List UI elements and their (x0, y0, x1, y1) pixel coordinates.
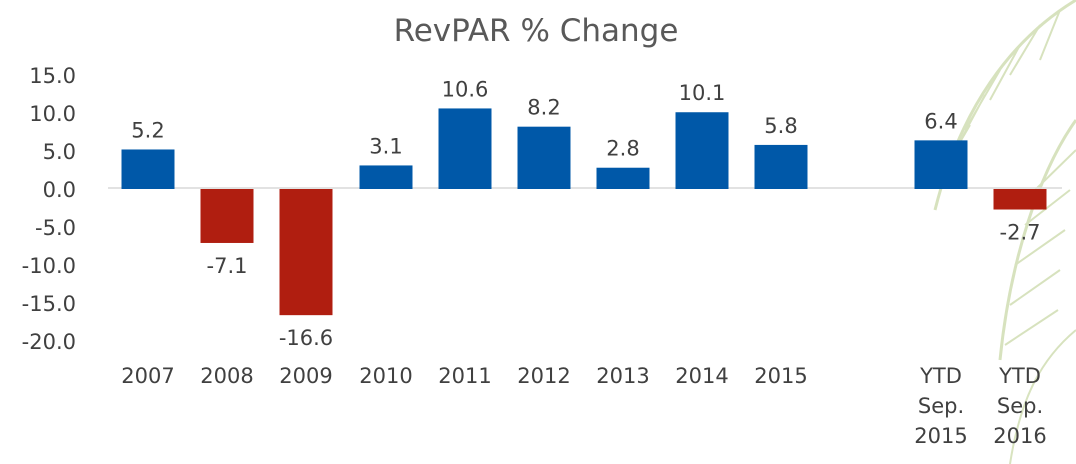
category-label: Sep. (997, 394, 1043, 418)
bar (279, 189, 333, 316)
category-label: 2016 (993, 424, 1046, 448)
data-label: 6.4 (924, 109, 957, 133)
data-label: 10.6 (442, 77, 489, 101)
data-label: 2.8 (606, 137, 639, 161)
y-tick-label: -15.0 (22, 292, 76, 316)
bar (200, 189, 254, 243)
y-tick-label: 5.0 (43, 140, 76, 164)
data-label: 10.1 (679, 81, 726, 105)
category-label: Sep. (918, 394, 964, 418)
bar (993, 189, 1047, 210)
category-label: 2012 (517, 364, 570, 388)
category-label: 2009 (279, 364, 332, 388)
data-label: -16.6 (279, 326, 333, 350)
bar (121, 149, 175, 189)
category-label: YTD (998, 364, 1041, 388)
bar (914, 140, 968, 189)
bar (675, 112, 729, 189)
y-tick-label: 15.0 (29, 64, 76, 88)
y-tick-label: 0.0 (43, 178, 76, 202)
bar (754, 144, 808, 189)
chart-title: RevPAR % Change (394, 13, 679, 49)
data-label: 5.8 (764, 114, 797, 138)
category-label: 2013 (596, 364, 649, 388)
bar (517, 126, 571, 189)
category-labels: 2007 2008 2009 2010 2011 2012 2013 2014 2015 YTD S… (121, 364, 1046, 448)
y-tick-label: -20.0 (22, 330, 76, 354)
data-labels: 5.2 -7.1 -16.6 3.1 10.6 8.2 2.8 10.1 5.8 6.4 -2.7 (131, 77, 1040, 350)
y-tick-label: -5.0 (35, 216, 76, 240)
y-tick-label: -10.0 (22, 254, 76, 278)
category-label: 2011 (438, 364, 491, 388)
category-label: 2014 (675, 364, 728, 388)
y-axis-ticks: 15.0 10.0 5.0 0.0 -5.0 -10.0 -15.0 -20.0 (22, 64, 76, 354)
y-tick-label: 10.0 (29, 102, 76, 126)
bar (438, 108, 492, 189)
data-label: 8.2 (527, 96, 560, 120)
data-label: 3.1 (369, 134, 402, 158)
category-label: 2007 (121, 364, 174, 388)
category-label: 2015 (754, 364, 807, 388)
bar (359, 165, 413, 189)
data-label: -7.1 (207, 254, 248, 278)
bars (121, 108, 1047, 316)
category-label: 2008 (200, 364, 253, 388)
category-label: 2015 (914, 424, 967, 448)
data-label: -2.7 (1000, 221, 1041, 245)
bar (596, 167, 650, 189)
data-label: 5.2 (131, 118, 164, 142)
category-label: YTD (919, 364, 962, 388)
category-label: 2010 (359, 364, 412, 388)
